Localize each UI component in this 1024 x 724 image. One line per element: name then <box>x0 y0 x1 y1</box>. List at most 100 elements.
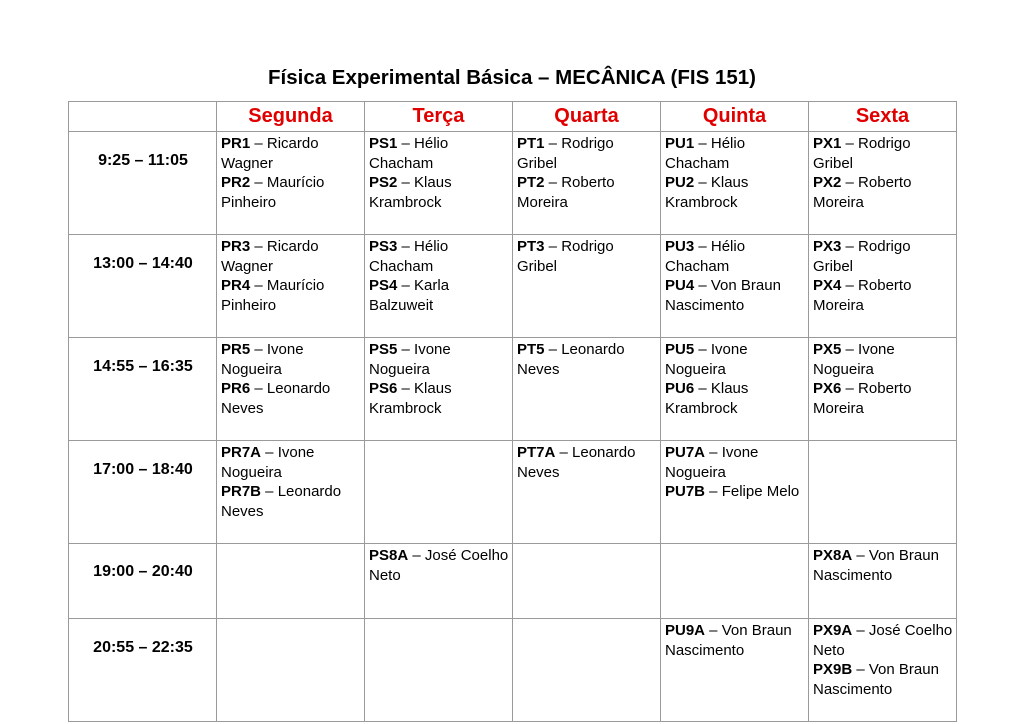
schedule-cell: PR3 – Ricardo Wagner PR4 – Maurício Pinhe… <box>216 234 365 338</box>
time-slot: 19:00 – 20:40 <box>68 543 217 619</box>
class-code: PX8A <box>813 547 853 564</box>
class-code: PU4 <box>665 277 695 295</box>
class-code: PT2 <box>517 174 545 192</box>
class-code: PT3 <box>517 238 545 255</box>
schedule-cell <box>660 543 809 619</box>
class-code: PU2 <box>665 174 695 192</box>
schedule-cell: PX8A – Von Braun Nascimento <box>808 543 957 619</box>
class-code: PU7B <box>665 483 706 501</box>
instructor-name: Leonardo Neves <box>517 341 625 378</box>
instructor-name: Leonardo Neves <box>517 444 636 481</box>
schedule-cell: PU7A – Ivone Nogueira PU7B – Felipe Melo <box>660 440 809 544</box>
class-code: PU7A <box>665 444 706 461</box>
class-entry: PR4 – Maurício Pinheiro <box>221 277 325 314</box>
instructor-name: Klaus Krambrock <box>665 380 749 417</box>
schedule-row: 17:00 – 18:40 PR7A – Ivone Nogueira PR7B –… <box>68 440 957 544</box>
class-entry: PU5 – Ivone Nogueira <box>665 341 748 378</box>
schedule-row: 20:55 – 22:35 PU9A – Von Braun Nascimento… <box>68 618 957 722</box>
instructor-name: Hélio Chacham <box>665 238 746 275</box>
class-entry: PX9A – José Coelho Neto <box>813 622 953 659</box>
time-slot: 14:55 – 16:35 <box>68 337 217 441</box>
instructor-name: Ivone Nogueira <box>221 341 304 378</box>
class-entry: PS6 – Klaus Krambrock <box>369 380 452 417</box>
class-entry: PR3 – Ricardo Wagner <box>221 238 319 275</box>
day-header: Segunda <box>216 101 365 132</box>
class-entry: PR5 – Ivone Nogueira <box>221 341 304 378</box>
instructor-name: Hélio Chacham <box>665 135 746 172</box>
class-entry: PS2 – Klaus Krambrock <box>369 174 452 211</box>
schedule-cell <box>512 618 661 722</box>
class-entry: PS5 – Ivone Nogueira <box>369 341 451 378</box>
class-entry: PT5 – Leonardo Neves <box>517 341 625 378</box>
instructor-name: Ivone Nogueira <box>665 341 748 378</box>
instructor-name: Ricardo Wagner <box>221 135 319 172</box>
class-code: PU3 <box>665 238 695 255</box>
instructor-name: Ivone Nogueira <box>221 444 315 481</box>
instructor-name: Maurício Pinheiro <box>221 174 325 211</box>
class-entry: PS4 – Karla Balzuweit <box>369 277 450 314</box>
class-code: PU1 <box>665 135 695 152</box>
schedule-cell <box>512 543 661 619</box>
instructor-name: Roberto Moreira <box>813 174 912 211</box>
instructor-name: Ivone Nogueira <box>369 341 451 378</box>
schedule-row: 14:55 – 16:35 PR5 – Ivone Nogueira PR6 – L… <box>68 337 957 441</box>
class-entry: PT2 – Roberto Moreira <box>517 174 615 211</box>
class-code: PR6 <box>221 380 251 398</box>
schedule-cell: PS1 – Hélio Chacham PS2 – Klaus Krambrock <box>364 131 513 235</box>
class-entry: PX2 – Roberto Moreira <box>813 174 912 211</box>
class-entry: PX9B – Von Braun Nascimento <box>813 661 939 698</box>
instructor-name: Karla Balzuweit <box>369 277 450 314</box>
class-code: PS4 <box>369 277 398 295</box>
class-code: PS3 <box>369 238 398 255</box>
schedule-cell <box>364 618 513 722</box>
schedule-cell: PT3 – Rodrigo Gribel <box>512 234 661 338</box>
schedule-row: 13:00 – 14:40 PR3 – Ricardo Wagner PR4 – M… <box>68 234 957 338</box>
instructor-name: Ricardo Wagner <box>221 238 319 275</box>
schedule-cell <box>364 440 513 544</box>
class-code: PT7A <box>517 444 556 461</box>
instructor-name: Klaus Krambrock <box>665 174 749 211</box>
class-code: PS6 <box>369 380 398 398</box>
schedule-cell <box>808 440 957 544</box>
schedule-cell <box>216 543 365 619</box>
schedule-row: 9:25 – 11:05 PR1 – Ricardo Wagner PR2 – Ma… <box>68 131 957 235</box>
class-code: PR4 <box>221 277 251 295</box>
instructor-name: Rodrigo Gribel <box>813 238 911 275</box>
instructor-name: Klaus Krambrock <box>369 174 452 211</box>
schedule-cell: PX5 – Ivone Nogueira PX6 – Roberto Moreir… <box>808 337 957 441</box>
class-entry: PU7A – Ivone Nogueira <box>665 444 759 481</box>
schedule-cell <box>216 618 365 722</box>
class-code: PX3 <box>813 238 842 255</box>
instructor-name: Ivone Nogueira <box>665 444 759 481</box>
class-code: PS5 <box>369 341 398 358</box>
instructor-name: Leonardo Neves <box>221 483 342 520</box>
class-code: PR2 <box>221 174 251 192</box>
class-entry: PR2 – Maurício Pinheiro <box>221 174 325 211</box>
class-code: PS2 <box>369 174 398 192</box>
class-code: PS8A <box>369 547 409 564</box>
class-entry: PU4 – Von Braun Nascimento <box>665 277 781 314</box>
class-entry: PT1 – Rodrigo Gribel <box>517 135 614 172</box>
class-entry: PU2 – Klaus Krambrock <box>665 174 749 211</box>
class-code: PT5 <box>517 341 545 358</box>
class-entry: PS3 – Hélio Chacham <box>369 238 449 275</box>
document-title: Física Experimental Básica – MECÂNICA (F… <box>268 66 756 89</box>
class-code: PX9A <box>813 622 853 639</box>
instructor-name: Von Braun Nascimento <box>813 547 939 584</box>
instructor-name: Ivone Nogueira <box>813 341 895 378</box>
class-entry: PR7B – Leonardo Neves <box>221 483 342 520</box>
instructor-name: Maurício Pinheiro <box>221 277 325 314</box>
class-entry: PX3 – Rodrigo Gribel <box>813 238 911 275</box>
instructor-name: Hélio Chacham <box>369 238 449 275</box>
schedule-cell: PR7A – Ivone Nogueira PR7B – Leonardo Nev… <box>216 440 365 544</box>
time-slot: 9:25 – 11:05 <box>68 131 217 235</box>
schedule-cell: PU1 – Hélio Chacham PU2 – Klaus Krambrock <box>660 131 809 235</box>
schedule-cell: PR1 – Ricardo Wagner PR2 – Maurício Pinhe… <box>216 131 365 235</box>
class-entry: PX4 – Roberto Moreira <box>813 277 912 314</box>
class-entry: PU7B – Felipe Melo <box>665 483 800 501</box>
header-row: Segunda Terça Quarta Quinta Sexta <box>68 101 957 132</box>
class-code: PR7B <box>221 483 262 501</box>
instructor-name: Roberto Moreira <box>517 174 615 211</box>
day-header: Quarta <box>512 101 661 132</box>
instructor-name: Roberto Moreira <box>813 380 912 417</box>
